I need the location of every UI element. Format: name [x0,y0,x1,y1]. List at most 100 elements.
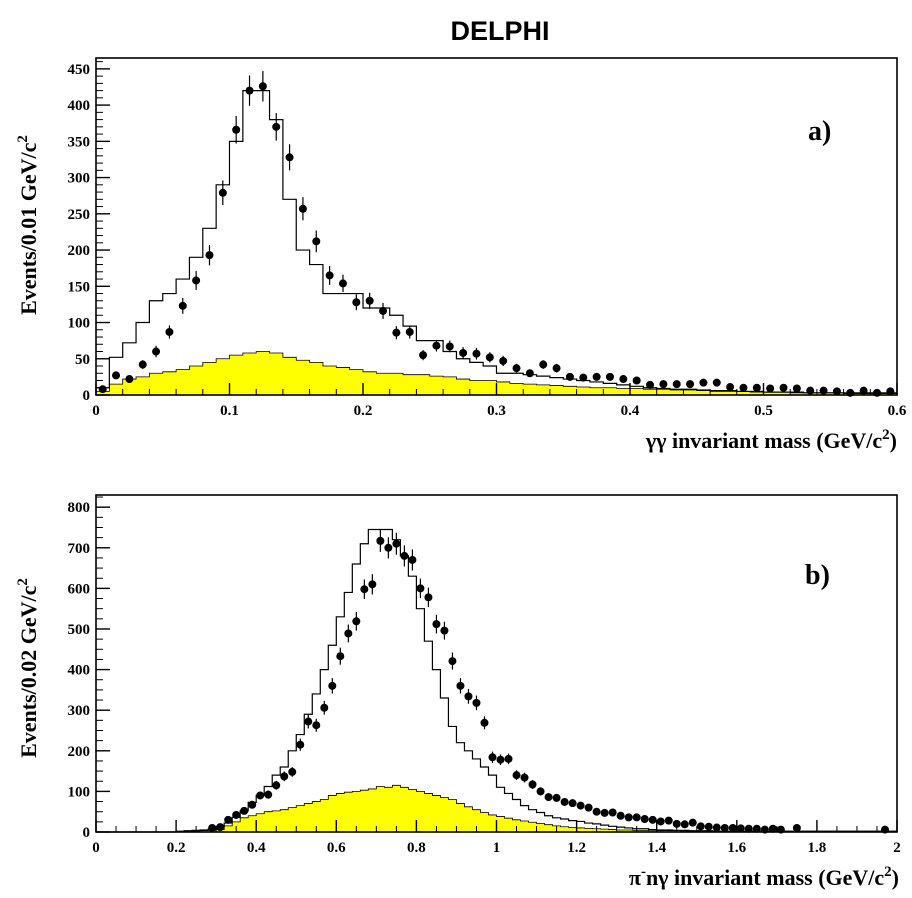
data-point [432,341,441,350]
data-point [592,372,601,381]
data-point [424,593,433,602]
data-point [744,824,753,833]
data-point [328,681,337,690]
data-point [165,327,174,336]
data-point [619,375,628,384]
data-point [512,771,521,780]
data-point [728,823,737,832]
data-point [525,369,534,378]
x-tick-label: 0.2 [167,840,186,856]
x-tick-label: 0.4 [621,403,640,419]
x-tick-label: 1.2 [567,840,586,856]
data-point [672,380,681,389]
x-tick-label: 0.4 [247,840,266,856]
y-axis-ticks: 0 100 200 300 400 500 600 700 800 [68,496,110,841]
data-point [640,815,649,824]
data-point [472,698,481,707]
x-tick-label: 0 [92,840,100,856]
simulation-total-histogram [96,528,898,833]
data-point [152,347,161,356]
data-point [584,803,593,812]
data-point [392,539,401,548]
y-axis-ticks: 0 50 100 150 200 250 300 350 400 450 [68,61,110,404]
data-point [256,791,265,800]
data-point [376,536,385,545]
data-point [320,703,329,712]
x-tick-label: 1.6 [727,840,746,856]
data-point [592,807,601,816]
x-tick-label: 2 [893,840,901,856]
simulation-step-line [96,528,898,833]
simulation-background-fill [95,351,898,396]
data-point [264,790,273,799]
data-point [512,364,521,373]
data-point [344,629,353,638]
x-tick-label: 1.4 [647,840,666,856]
y-axis-label: Events/0.01 GeV/c2 [15,135,41,315]
data-point [405,327,414,336]
data-point [192,276,201,285]
data-point [224,815,233,824]
data-point [696,822,705,831]
y-tick-label: 500 [68,622,91,638]
x-tick-label: 0.3 [487,403,506,419]
data-point [112,371,121,380]
x-tick-label: 1 [493,840,501,856]
data-point [648,815,657,824]
background-fill-area [95,351,898,396]
data-point [488,753,497,762]
data-point [768,824,777,833]
data-point [285,153,294,162]
x-tick-label: 0.8 [407,840,426,856]
data-point [384,543,393,552]
data-point [686,380,695,389]
data-point [779,383,788,392]
panel-label: a) [808,116,831,147]
data-point [408,555,417,564]
data-points [98,71,895,397]
data-point [656,817,665,826]
x-tick-label: 1.8 [808,840,827,856]
data-point [288,767,297,776]
data-point [632,813,641,822]
data-point [216,823,225,832]
y-tick-label: 250 [68,207,91,223]
y-tick-label: 400 [68,663,91,679]
data-point [560,797,569,806]
y-axis-label: Events/0.02 GeV/c2 [15,578,41,758]
data-point [565,372,574,381]
data-point [485,353,494,362]
data-point [806,386,815,395]
data-point [544,793,553,802]
y-tick-label: 100 [68,784,91,800]
data-point [379,306,388,315]
y-tick-label: 450 [68,62,91,78]
data-point [720,823,729,832]
y-tick-label: 600 [68,581,91,597]
data-point [352,298,361,307]
data-point [248,800,257,809]
data-point [368,580,377,589]
x-axis-label: γγ invariant mass (GeV/c2) [645,427,897,453]
data-point [499,356,508,365]
data-point [98,385,107,394]
y-tick-label: 150 [68,279,91,295]
data-point [520,773,529,782]
simulation-step-line [95,90,898,395]
data-point [240,806,249,815]
data-point [400,551,409,560]
data-point [766,384,775,393]
data-point [258,82,267,91]
data-point [632,376,641,385]
data-point [205,251,214,260]
data-point [680,820,689,829]
data-point [792,384,801,393]
data-point [608,808,617,817]
x-tick-label: 0.2 [354,403,373,419]
y-tick-label: 200 [68,744,91,760]
data-point [304,717,313,726]
data-point [208,823,217,832]
y-tick-label: 100 [68,316,91,332]
y-tick-label: 0 [83,388,91,404]
